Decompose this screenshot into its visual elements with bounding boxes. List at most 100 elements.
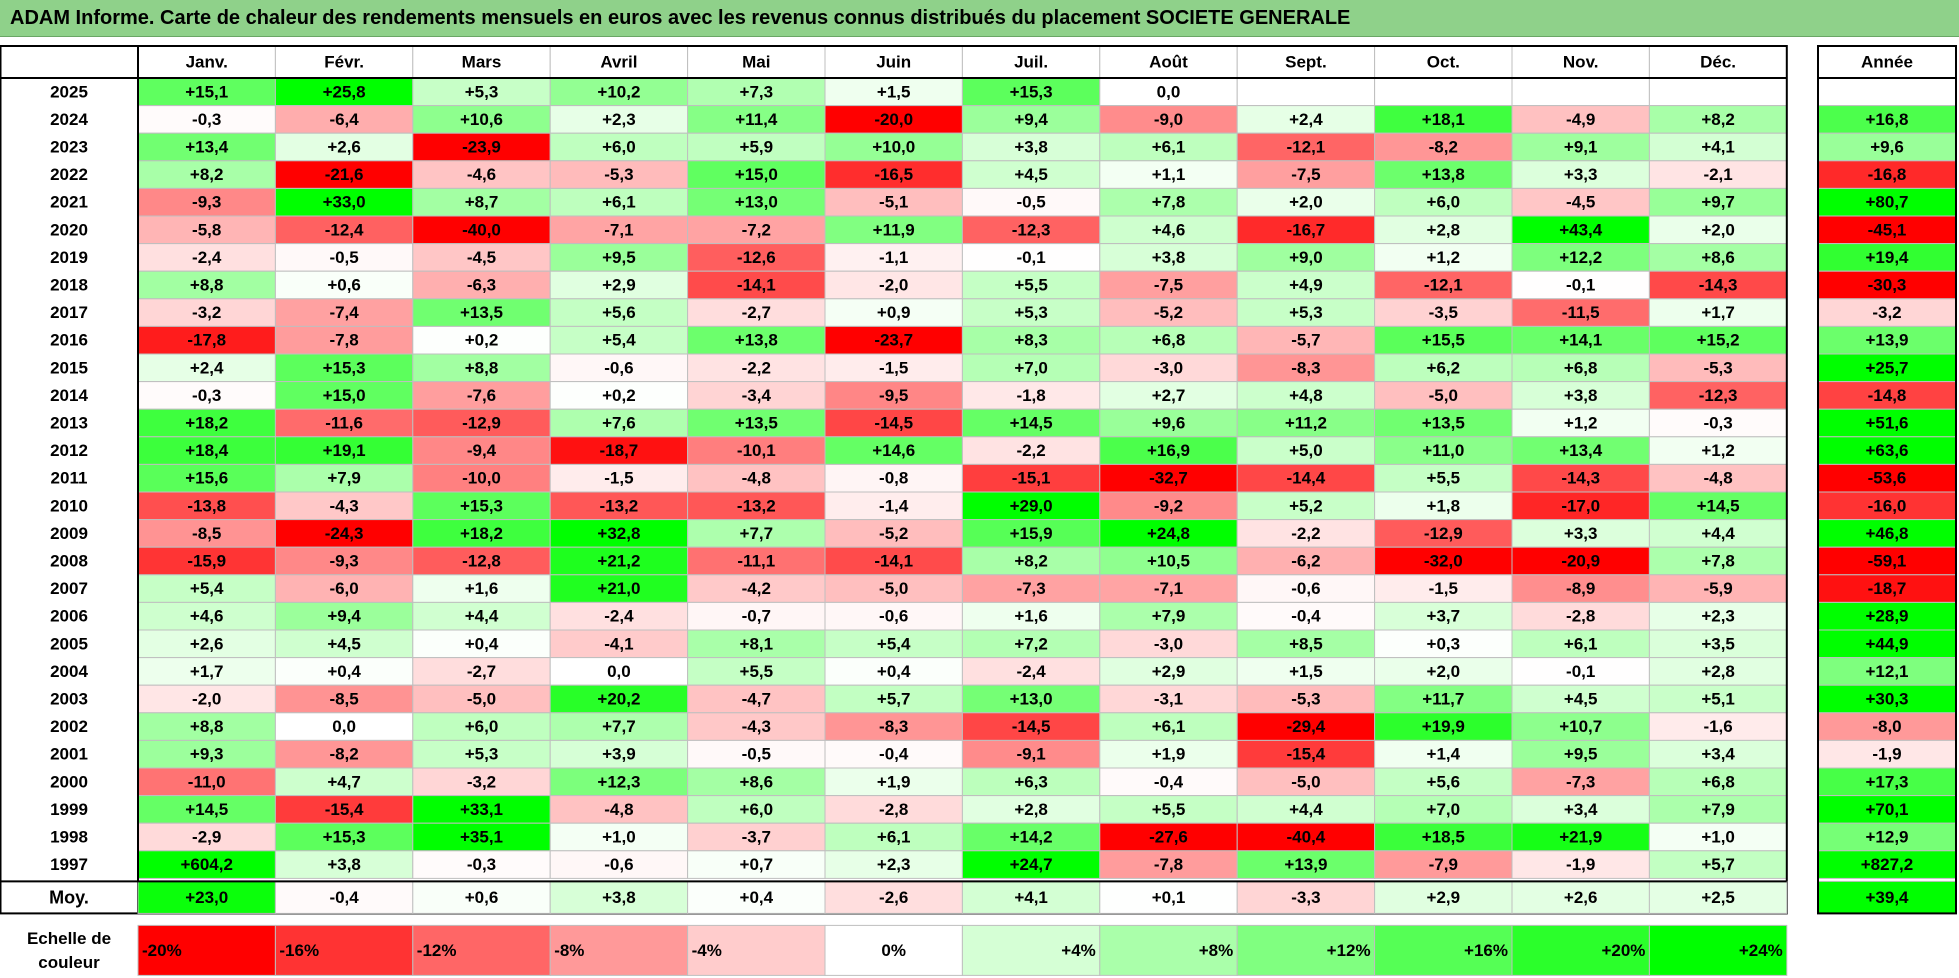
heatmap-cell <box>824 712 963 741</box>
cell-value-label: +0,6 <box>327 276 361 295</box>
annual-value-label: +30,3 <box>1865 690 1908 709</box>
cell-value-label: -12,3 <box>1699 386 1738 405</box>
average-cell <box>961 880 1101 914</box>
cell-value-label: -4,5 <box>467 248 496 267</box>
heatmap-cell <box>1511 325 1650 355</box>
cell-value-label: +9,6 <box>1152 414 1186 433</box>
cell-value-label: +7,6 <box>602 414 636 433</box>
cell-value-label: +5,9 <box>740 138 774 157</box>
heatmap-cell <box>1511 519 1650 548</box>
cell-value-label: -0,4 <box>1291 607 1321 626</box>
cell-value-label: +33,0 <box>323 193 366 212</box>
heatmap-cell <box>687 574 826 603</box>
cell-value-label: -4,8 <box>742 469 771 488</box>
cell-value-label: +4,4 <box>465 607 499 626</box>
cell-value-label: +13,4 <box>1559 441 1603 460</box>
cell-value-label: 0,0 <box>1157 82 1181 101</box>
row-year-label: 1999 <box>50 800 88 819</box>
row-year-label: 2002 <box>50 717 88 736</box>
heatmap-cell <box>1648 353 1788 383</box>
heatmap-cell <box>412 77 551 107</box>
cell-value-label: +8,7 <box>465 193 499 212</box>
annual-value-label: +80,7 <box>1865 193 1908 212</box>
cell-value-label: -1,8 <box>1016 386 1045 405</box>
cell-value-label: -7,6 <box>467 386 496 405</box>
cell-value-label: -0,3 <box>192 110 221 129</box>
cell-value-label: -29,4 <box>1287 717 1326 736</box>
heatmap-cell <box>137 215 276 245</box>
heatmap-cell <box>824 850 963 879</box>
cell-value-label: -3,2 <box>467 772 496 791</box>
cell-value-label: +8,5 <box>1289 634 1323 653</box>
heatmap-cell <box>412 463 551 493</box>
row-year-label: 2019 <box>50 248 88 267</box>
cell-value-label: -12,6 <box>737 248 776 267</box>
cell-value-label: +7,8 <box>1701 552 1735 571</box>
color-scale-cell <box>1511 924 1650 976</box>
cell-value-label: -6,0 <box>329 579 358 598</box>
heatmap-cell <box>549 519 689 548</box>
cell-value-label: +13,9 <box>1284 855 1327 874</box>
cell-value-label: +4,8 <box>1289 386 1323 405</box>
cell-value-label: -2,4 <box>1016 662 1046 681</box>
cell-value-label: +1,0 <box>1701 828 1735 847</box>
month-header-label: Mars <box>462 53 502 72</box>
heatmap-cell <box>1099 408 1238 438</box>
color-scale-label: 0% <box>881 941 906 960</box>
heatmap-cell <box>137 822 276 852</box>
color-scale-label: -16% <box>279 941 319 960</box>
cell-value-label: +8,2 <box>1701 110 1735 129</box>
annual-cell <box>1817 546 1957 576</box>
cell-value-label: -11,6 <box>325 414 363 433</box>
color-scale-label: +20% <box>1601 941 1645 960</box>
heatmap-cell <box>274 822 414 852</box>
heatmap-cell <box>1374 298 1513 327</box>
cell-value-label: +5,6 <box>1427 772 1461 791</box>
heatmap-cell <box>687 187 826 217</box>
heatmap-cell <box>1099 795 1238 824</box>
cell-value-label: +32,8 <box>597 524 640 543</box>
cell-value-label: -23,9 <box>462 138 501 157</box>
cell-value-label: -13,8 <box>187 496 226 515</box>
heatmap-cell <box>274 601 414 631</box>
cell-value-label: -12,9 <box>1424 524 1463 543</box>
cell-value-label: +6,1 <box>1564 634 1598 653</box>
row-year-label: 2009 <box>50 524 88 543</box>
cell-value-label: -0,1 <box>1566 276 1595 295</box>
heatmap-cell <box>687 215 826 245</box>
color-scale-label: +24% <box>1739 941 1783 960</box>
cell-value-label: +8,8 <box>190 276 224 295</box>
cell-value-label: +2,4 <box>1289 110 1323 129</box>
heatmap-cell <box>1511 243 1650 272</box>
cell-value-label: -2,7 <box>742 303 771 322</box>
cell-value-label: -8,2 <box>329 745 358 764</box>
cell-value-label: -20,0 <box>874 110 913 129</box>
cell-value-label: -2,1 <box>1703 165 1732 184</box>
heatmap-cell <box>274 77 414 107</box>
heatmap-cell <box>274 684 414 714</box>
average-value-label: -3,3 <box>1291 888 1320 907</box>
cell-value-label: +1,8 <box>1427 496 1461 515</box>
cell-value-label: -21,6 <box>325 165 364 184</box>
cell-value-label: -9,3 <box>192 193 221 212</box>
cell-value-label: -5,3 <box>604 165 633 184</box>
cell-value-label: +5,6 <box>602 303 636 322</box>
color-scale-cell <box>412 924 551 976</box>
row-year-label: 2011 <box>51 469 88 488</box>
row-year-label: 2024 <box>50 110 88 129</box>
cell-value-label: +5,3 <box>1014 303 1048 322</box>
heatmap-cell <box>687 408 826 438</box>
heatmap-cell <box>1511 657 1650 686</box>
cell-value-label: -0,7 <box>742 607 771 626</box>
cell-value-label: -5,8 <box>192 220 221 239</box>
cell-value-label: +14,5 <box>1697 496 1740 515</box>
cell-value-label: -13,2 <box>737 496 776 515</box>
annual-value-label: -1,9 <box>1872 745 1901 764</box>
heatmap-cell <box>1374 132 1513 162</box>
cell-value-label: +3,5 <box>1701 634 1735 653</box>
cell-value-label: +9,7 <box>1701 193 1735 212</box>
average-value-label: -0,4 <box>329 888 359 907</box>
cell-value-label: +3,4 <box>1701 745 1735 764</box>
cell-value-label: +21,0 <box>597 579 640 598</box>
cell-value-label: -4,8 <box>1703 469 1732 488</box>
